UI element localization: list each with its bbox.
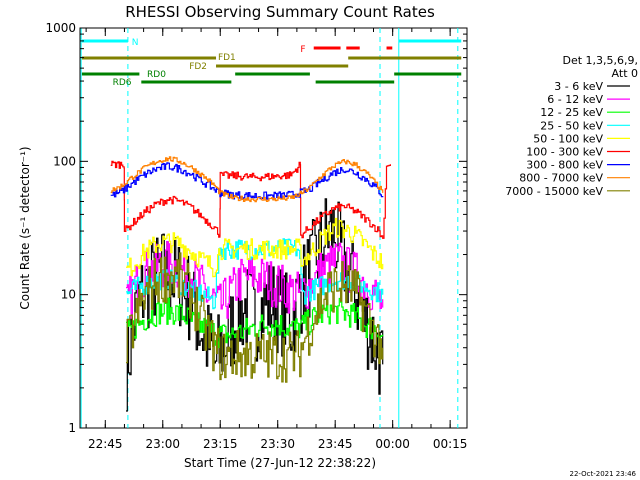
legend-header: Att 0 (612, 67, 638, 80)
fd1-bar-label: FD1 (218, 53, 236, 63)
x-tick-label: 23:45 (318, 437, 353, 451)
chart-title: RHESSI Observing Summary Count Rates (125, 3, 435, 21)
legend-label: 300 - 800 keV (526, 159, 603, 172)
series-line (126, 241, 384, 319)
y-tick-label: 1 (68, 421, 76, 435)
legend-label: 800 - 7000 keV (519, 172, 603, 185)
status-bars: N F FD1 FD2 RD0 RD6 (80, 28, 462, 428)
rd0-bar-label: RD0 (147, 70, 166, 80)
footer-timestamp: 22-Oct-2021 23:46 (570, 470, 637, 478)
legend-label: 3 - 6 keV (554, 80, 603, 93)
legend-label: 50 - 100 keV (533, 132, 603, 145)
fd2-bar-label: FD2 (189, 62, 207, 72)
x-tick-label: 00:15 (433, 437, 468, 451)
series-line (110, 156, 384, 203)
series-line (126, 217, 384, 278)
count-rate-series (110, 156, 391, 412)
y-axis-label: Count Rate (s⁻¹ detector⁻¹) (18, 146, 32, 309)
rd6-bar-label: RD6 (113, 78, 132, 88)
x-tick-label: 23:15 (203, 437, 238, 451)
legend-label: 6 - 12 keV (547, 93, 603, 106)
legend-label: 100 - 300 keV (526, 146, 603, 159)
series-line (110, 162, 384, 200)
y-tick-label: 1000 (45, 21, 76, 35)
plot-frame (79, 27, 468, 429)
y-tick-label: 10 (61, 288, 76, 302)
series-line (126, 297, 384, 349)
legend-header: Det 1,3,5,6,9, (562, 54, 638, 67)
legend-label: 12 - 25 keV (540, 106, 603, 119)
legend-label: 7000 - 15000 keV (505, 185, 603, 198)
x-tick-label: 22:45 (88, 437, 123, 451)
y-tick-label: 100 (53, 154, 76, 168)
x-tick-label: 00:00 (375, 437, 410, 451)
night-bar-label: N (132, 38, 139, 48)
x-tick-label: 23:00 (145, 437, 180, 451)
axes: 1 10 100 1000 22:45 23:00 23:15 23:30 23:45 00:00… (45, 21, 467, 451)
x-tick-label: 23:30 (260, 437, 295, 451)
series-line (110, 160, 391, 239)
flare-flag-label: F (300, 45, 305, 55)
x-axis-label: Start Time (27-Jun-12 22:38:22) (184, 456, 376, 470)
legend-label: 25 - 50 keV (540, 119, 603, 132)
series-line (126, 252, 384, 383)
